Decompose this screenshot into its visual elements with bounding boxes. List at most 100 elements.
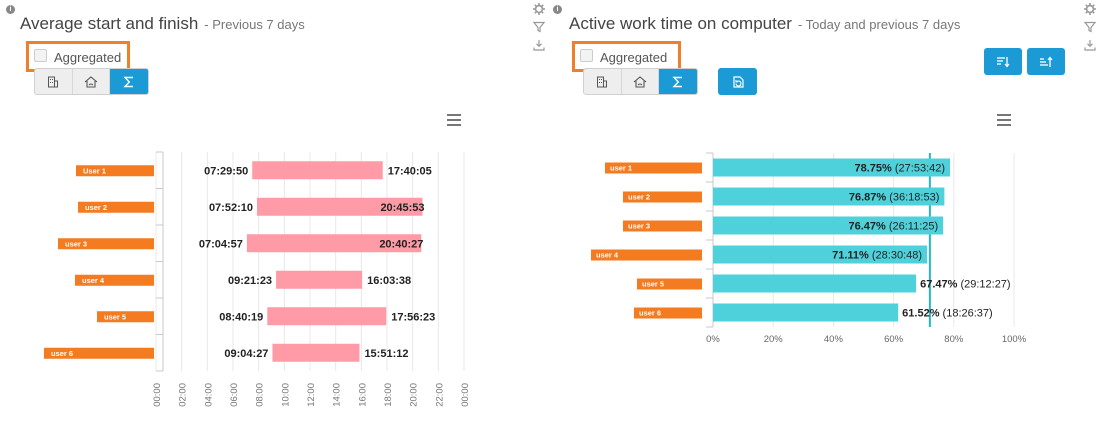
category-label-bar bbox=[58, 238, 154, 250]
range-bar[interactable] bbox=[276, 270, 363, 289]
category-label: user 4 bbox=[82, 276, 105, 285]
start-time-label: 07:52:10 bbox=[209, 202, 253, 214]
x-tick-label: 00:00 bbox=[152, 383, 163, 407]
start-time-label: 07:04:57 bbox=[199, 238, 243, 250]
category-label: user 5 bbox=[104, 312, 126, 321]
value-bar[interactable] bbox=[713, 187, 945, 206]
panel-subtitle: - Today and previous 7 days bbox=[797, 17, 961, 32]
x-tick-label: 06:00 bbox=[229, 383, 240, 407]
panel-tools bbox=[1084, 3, 1096, 57]
range-bar[interactable] bbox=[272, 343, 360, 362]
finish-time-label: 17:56:23 bbox=[391, 311, 435, 323]
value-bar[interactable] bbox=[713, 303, 899, 322]
view-mode-toggle bbox=[583, 68, 698, 95]
category-label: user 6 bbox=[639, 309, 661, 318]
category-label: user 2 bbox=[628, 193, 650, 202]
finish-time-label: 17:40:05 bbox=[388, 165, 432, 177]
panel-title-text: Active work time on computer bbox=[569, 14, 792, 33]
category-label: user 1 bbox=[610, 164, 632, 173]
x-tick-label: 08:00 bbox=[255, 383, 266, 407]
aggregated-checkbox[interactable] bbox=[34, 49, 47, 62]
category-label: user 6 bbox=[51, 349, 73, 358]
x-tick-label: 18:00 bbox=[383, 383, 394, 407]
category-label-bar bbox=[623, 220, 702, 232]
x-tick-label: 20% bbox=[764, 334, 784, 345]
building-icon bbox=[597, 76, 608, 87]
range-bar[interactable] bbox=[246, 234, 422, 253]
category-label-bar bbox=[75, 274, 154, 286]
value-bar[interactable] bbox=[713, 158, 951, 177]
percent-value: 71.11% bbox=[832, 250, 869, 262]
panel-title: Average start and finish - Previous 7 day… bbox=[20, 14, 305, 34]
chart-menu-icon[interactable] bbox=[997, 114, 1011, 126]
value-bar[interactable] bbox=[713, 216, 944, 235]
x-tick-label: 00:00 bbox=[460, 383, 471, 407]
chart-menu-icon[interactable] bbox=[447, 114, 461, 126]
x-tick-label: 16:00 bbox=[357, 383, 368, 407]
settings-icon[interactable] bbox=[533, 3, 545, 15]
panel-title-text: Average start and finish bbox=[20, 14, 199, 33]
x-tick-label: 80% bbox=[944, 334, 964, 345]
download-icon[interactable] bbox=[533, 39, 545, 51]
x-tick-label: 14:00 bbox=[332, 383, 343, 407]
percent-value: 78.75% bbox=[855, 163, 893, 175]
home-network-icon bbox=[633, 75, 647, 88]
panel-subtitle: - Previous 7 days bbox=[204, 17, 305, 32]
view-by-location-button[interactable] bbox=[621, 69, 660, 94]
range-bar[interactable] bbox=[256, 197, 423, 216]
duration-value: (27:53:42) bbox=[892, 163, 945, 175]
category-label: user 4 bbox=[596, 251, 619, 260]
value-bar[interactable] bbox=[713, 245, 928, 264]
filter-icon[interactable] bbox=[533, 21, 545, 33]
view-by-location-button[interactable] bbox=[72, 69, 111, 94]
category-label-bar bbox=[634, 307, 702, 319]
percent-value: 76.47% bbox=[848, 221, 886, 233]
sort-descending-icon bbox=[997, 56, 1010, 67]
start-time-label: 08:40:19 bbox=[219, 311, 263, 323]
view-by-user-button[interactable] bbox=[584, 69, 622, 94]
start-time-label: 09:21:23 bbox=[228, 275, 272, 287]
x-tick-label: 12:00 bbox=[306, 383, 317, 407]
x-tick-label: 02:00 bbox=[178, 383, 189, 407]
category-label: user 3 bbox=[65, 239, 87, 248]
category-label-bar bbox=[97, 311, 154, 323]
category-label-bar bbox=[623, 191, 702, 203]
category-label: user 5 bbox=[642, 280, 664, 289]
sort-ascending-icon bbox=[1040, 56, 1053, 67]
range-bar[interactable] bbox=[252, 161, 383, 180]
refresh-icon bbox=[732, 75, 744, 88]
sigma-icon bbox=[123, 76, 134, 87]
sort-descending-button[interactable] bbox=[984, 48, 1022, 75]
info-icon[interactable]: i bbox=[6, 5, 15, 14]
duration-value: (29:12:27) bbox=[957, 279, 1010, 291]
value-label: 78.75% (27:53:42) bbox=[855, 163, 946, 175]
view-by-user-button[interactable] bbox=[35, 69, 73, 94]
category-label-bar bbox=[78, 201, 154, 213]
finish-time-label: 20:40:27 bbox=[379, 238, 423, 250]
info-icon[interactable]: i bbox=[553, 5, 562, 14]
value-bar[interactable] bbox=[713, 274, 917, 293]
building-icon bbox=[48, 76, 59, 87]
view-mode-toggle bbox=[34, 68, 149, 95]
download-icon[interactable] bbox=[1084, 39, 1096, 51]
finish-time-label: 20:45:53 bbox=[380, 202, 424, 214]
work-time-chart: user 1 78.75% (27:53:42) user 2 76.87% (36:… bbox=[591, 152, 1027, 345]
active-work-time-panel: i Active work time on computer - Today an… bbox=[552, 0, 1105, 430]
value-label: 76.87% (36:18:53) bbox=[849, 192, 940, 204]
category-label: user 3 bbox=[628, 222, 650, 231]
aggregate-sum-button[interactable] bbox=[110, 69, 148, 94]
sigma-icon bbox=[672, 76, 683, 87]
x-tick-label: 04:00 bbox=[203, 383, 214, 407]
sort-ascending-button[interactable] bbox=[1027, 48, 1065, 75]
settings-icon[interactable] bbox=[1084, 3, 1096, 15]
filter-icon[interactable] bbox=[1084, 21, 1096, 33]
average-start-finish-panel: i Average start and finish - Previous 7 d… bbox=[0, 0, 552, 430]
x-tick-label: 0% bbox=[706, 334, 720, 345]
aggregate-sum-button[interactable] bbox=[659, 69, 697, 94]
value-label: 61.52% (18:26:37) bbox=[902, 308, 993, 320]
aggregated-checkbox[interactable] bbox=[580, 49, 593, 62]
x-tick-label: 20:00 bbox=[409, 383, 420, 407]
value-label: 71.11% (28:30:48) bbox=[832, 250, 922, 262]
refresh-button[interactable] bbox=[718, 68, 757, 95]
range-bar[interactable] bbox=[267, 307, 387, 326]
